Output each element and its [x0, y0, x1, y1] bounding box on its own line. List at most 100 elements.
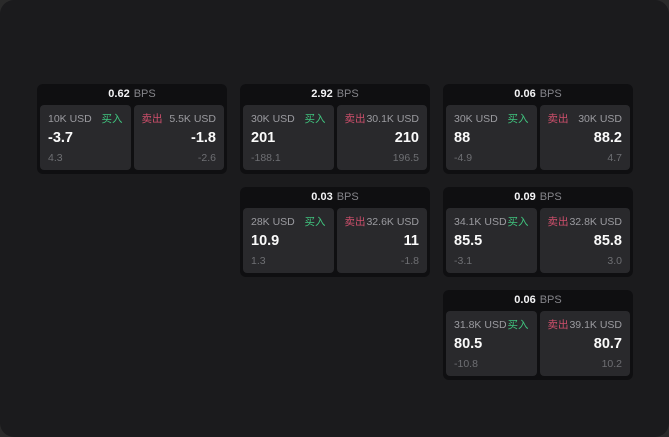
buy-price: 85.5 — [454, 233, 483, 250]
quote-panels: 34.1K USD 买入 85.5 -3.1 卖出 32.8K USD 85.8… — [446, 208, 630, 273]
sell-panel[interactable]: 卖出 32.8K USD 85.8 3.0 — [539, 208, 630, 273]
quote-card: 0.06 BPS 31.8K USD 买入 80.5 -10.8 卖出 39.1… — [443, 290, 633, 380]
bps-value: 0.03 — [311, 191, 333, 203]
bps-unit-label: BPS — [336, 191, 359, 203]
buy-notional: 10K USD — [48, 113, 92, 125]
sell-panel-top-row: 卖出 39.1K USD — [548, 317, 623, 332]
quote-card: 0.06 BPS 30K USD 买入 88 -4.9 卖出 30K USD 8… — [443, 84, 633, 174]
buy-notional: 31.8K USD — [454, 319, 507, 331]
sell-label: 卖出 — [344, 216, 366, 228]
sell-price: 85.8 — [593, 233, 622, 250]
buy-delta: 1.3 — [251, 255, 266, 267]
sell-panel-top-row: 卖出 30K USD — [548, 111, 623, 126]
sell-label: 卖出 — [344, 113, 366, 125]
buy-notional: 28K USD — [251, 216, 295, 228]
sell-notional: 39.1K USD — [569, 319, 622, 331]
buy-price: 10.9 — [251, 233, 280, 250]
sell-delta: 10.2 — [601, 358, 622, 370]
buy-panel-top-row: 31.8K USD 买入 — [454, 317, 529, 332]
bps-unit-label: BPS — [539, 88, 562, 100]
sell-notional: 32.6K USD — [366, 216, 419, 228]
buy-panel[interactable]: 34.1K USD 买入 85.5 -3.1 — [446, 208, 537, 273]
sell-delta: 196.5 — [392, 152, 419, 164]
sell-price: 88.2 — [593, 130, 622, 147]
buy-price: -3.7 — [48, 130, 73, 147]
sell-panel-top-row: 卖出 32.8K USD — [548, 214, 623, 229]
buy-notional: 30K USD — [251, 113, 295, 125]
sell-panel-top-row: 卖出 5.5K USD — [142, 111, 217, 126]
buy-panel-top-row: 10K USD 买入 — [48, 111, 123, 126]
buy-panel-top-row: 28K USD 买入 — [251, 214, 326, 229]
quote-panels: 30K USD 买入 201 -188.1 卖出 30.1K USD 210 1… — [243, 105, 427, 170]
sell-panel-top-row: 卖出 32.6K USD — [345, 214, 420, 229]
buy-label: 买入 — [304, 216, 326, 228]
sell-label: 卖出 — [547, 319, 569, 331]
bps-unit-label: BPS — [336, 88, 359, 100]
quote-card: 2.92 BPS 30K USD 买入 201 -188.1 卖出 30.1K … — [240, 84, 430, 174]
buy-panel-top-row: 30K USD 买入 — [251, 111, 326, 126]
sell-label: 卖出 — [547, 216, 569, 228]
sell-panel[interactable]: 卖出 30.1K USD 210 196.5 — [336, 105, 427, 170]
quote-panels: 28K USD 买入 10.9 1.3 卖出 32.6K USD 11 -1.8 — [243, 208, 427, 273]
buy-delta: -4.9 — [454, 152, 473, 164]
buy-panel[interactable]: 28K USD 买入 10.9 1.3 — [243, 208, 334, 273]
buy-panel-top-row: 34.1K USD 买入 — [454, 214, 529, 229]
bps-unit-label: BPS — [133, 88, 156, 100]
quote-panels: 30K USD 买入 88 -4.9 卖出 30K USD 88.2 4.7 — [446, 105, 630, 170]
sell-delta: -2.6 — [197, 152, 216, 164]
sell-notional: 5.5K USD — [169, 113, 216, 125]
buy-panel[interactable]: 10K USD 买入 -3.7 4.3 — [40, 105, 131, 170]
quote-card: 0.09 BPS 34.1K USD 买入 85.5 -3.1 卖出 32.8K… — [443, 187, 633, 277]
bps-value: 0.06 — [514, 294, 536, 306]
buy-delta: -188.1 — [251, 152, 281, 164]
buy-price: 201 — [251, 130, 276, 147]
buy-panel[interactable]: 30K USD 买入 201 -188.1 — [243, 105, 334, 170]
sell-panel[interactable]: 卖出 30K USD 88.2 4.7 — [539, 105, 630, 170]
buy-label: 买入 — [304, 113, 326, 125]
buy-notional: 30K USD — [454, 113, 498, 125]
bps-header: 0.06 BPS — [443, 84, 633, 105]
buy-label: 买入 — [507, 216, 529, 228]
buy-price: 80.5 — [454, 336, 483, 353]
bps-header: 0.09 BPS — [443, 187, 633, 208]
quote-panels: 31.8K USD 买入 80.5 -10.8 卖出 39.1K USD 80.… — [446, 311, 630, 376]
sell-price: 11 — [403, 233, 419, 250]
bps-header: 2.92 BPS — [240, 84, 430, 105]
sell-price: -1.8 — [191, 130, 216, 147]
sell-notional: 30.1K USD — [366, 113, 419, 125]
bps-header: 0.03 BPS — [240, 187, 430, 208]
buy-panel[interactable]: 30K USD 买入 88 -4.9 — [446, 105, 537, 170]
bps-unit-label: BPS — [539, 191, 562, 203]
buy-label: 买入 — [507, 319, 529, 331]
sell-price: 210 — [394, 130, 419, 147]
bps-header: 0.06 BPS — [443, 290, 633, 311]
buy-delta: -3.1 — [454, 255, 473, 267]
sell-panel-top-row: 卖出 30.1K USD — [345, 111, 420, 126]
buy-delta: 4.3 — [48, 152, 63, 164]
buy-price: 88 — [454, 130, 471, 147]
sell-notional: 32.8K USD — [569, 216, 622, 228]
quote-card: 0.62 BPS 10K USD 买入 -3.7 4.3 卖出 5.5K USD… — [37, 84, 227, 174]
bps-value: 2.92 — [311, 88, 333, 100]
bps-header: 0.62 BPS — [37, 84, 227, 105]
buy-panel[interactable]: 31.8K USD 买入 80.5 -10.8 — [446, 311, 537, 376]
buy-label: 买入 — [101, 113, 123, 125]
sell-panel[interactable]: 卖出 5.5K USD -1.8 -2.6 — [133, 105, 224, 170]
sell-label: 卖出 — [547, 113, 569, 125]
buy-panel-top-row: 30K USD 买入 — [454, 111, 529, 126]
bps-value: 0.09 — [514, 191, 536, 203]
bps-value: 0.62 — [108, 88, 130, 100]
sell-panel[interactable]: 卖出 39.1K USD 80.7 10.2 — [539, 311, 630, 376]
bps-unit-label: BPS — [539, 294, 562, 306]
sell-panel[interactable]: 卖出 32.6K USD 11 -1.8 — [336, 208, 427, 273]
bps-value: 0.06 — [514, 88, 536, 100]
buy-label: 买入 — [507, 113, 529, 125]
quote-panels: 10K USD 买入 -3.7 4.3 卖出 5.5K USD -1.8 -2.… — [40, 105, 224, 170]
sell-notional: 30K USD — [578, 113, 622, 125]
sell-label: 卖出 — [141, 113, 163, 125]
buy-notional: 34.1K USD — [454, 216, 507, 228]
sell-delta: -1.8 — [400, 255, 419, 267]
sell-price: 80.7 — [593, 336, 622, 353]
sell-delta: 4.7 — [607, 152, 622, 164]
